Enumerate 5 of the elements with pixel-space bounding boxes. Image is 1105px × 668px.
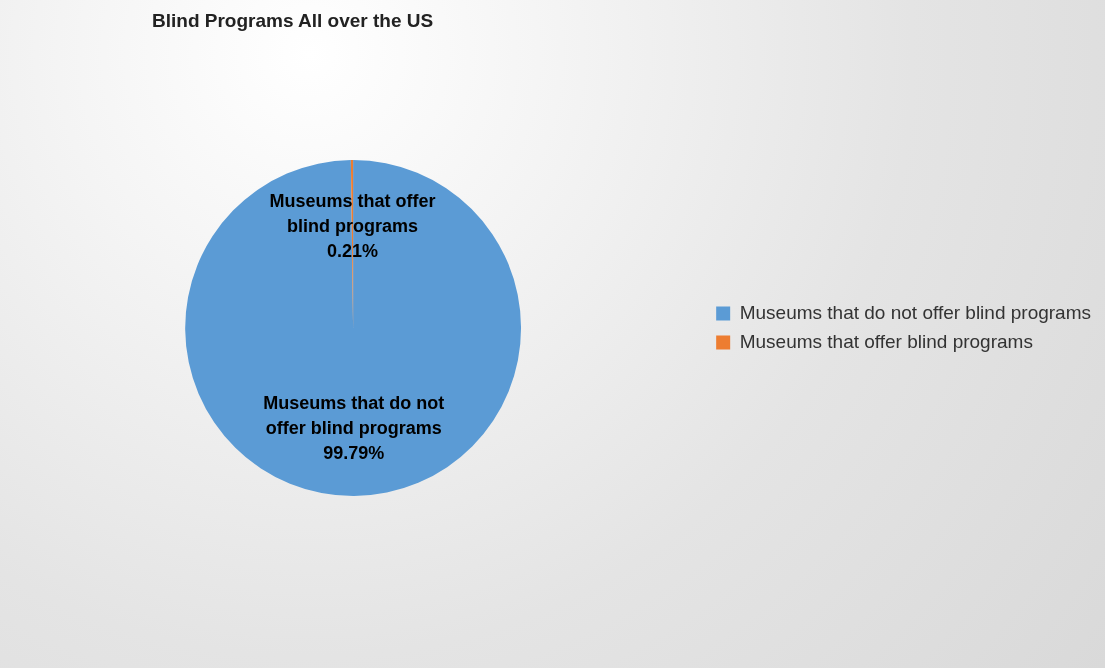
slice-label: Museums that do not offer blind programs	[263, 392, 445, 438]
data-label: 99.79%	[323, 442, 385, 463]
chart-title: Blind Programs All over the US	[152, 10, 434, 32]
legend-label: Museums that offer blind programs	[739, 330, 1033, 352]
legend-label: Museums that do not offer blind programs	[739, 301, 1092, 323]
